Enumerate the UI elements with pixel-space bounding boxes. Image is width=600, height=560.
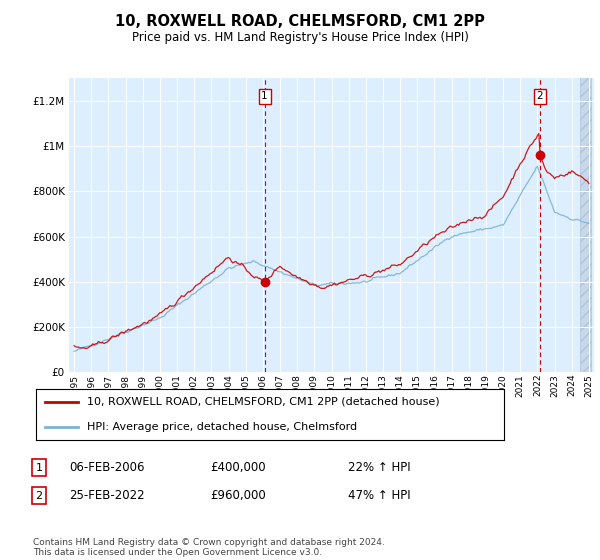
- Text: 47% ↑ HPI: 47% ↑ HPI: [348, 489, 410, 502]
- Text: 25-FEB-2022: 25-FEB-2022: [69, 489, 145, 502]
- Text: 2: 2: [35, 491, 43, 501]
- Text: 10, ROXWELL ROAD, CHELMSFORD, CM1 2PP: 10, ROXWELL ROAD, CHELMSFORD, CM1 2PP: [115, 14, 485, 29]
- Text: 06-FEB-2006: 06-FEB-2006: [69, 461, 145, 474]
- Text: 1: 1: [35, 463, 43, 473]
- Text: £400,000: £400,000: [210, 461, 266, 474]
- Text: 22% ↑ HPI: 22% ↑ HPI: [348, 461, 410, 474]
- Text: HPI: Average price, detached house, Chelmsford: HPI: Average price, detached house, Chel…: [88, 422, 358, 432]
- Text: 2: 2: [536, 91, 543, 101]
- Text: Price paid vs. HM Land Registry's House Price Index (HPI): Price paid vs. HM Land Registry's House …: [131, 31, 469, 44]
- Text: £960,000: £960,000: [210, 489, 266, 502]
- Text: Contains HM Land Registry data © Crown copyright and database right 2024.
This d: Contains HM Land Registry data © Crown c…: [33, 538, 385, 557]
- Text: 1: 1: [261, 91, 268, 101]
- Text: 10, ROXWELL ROAD, CHELMSFORD, CM1 2PP (detached house): 10, ROXWELL ROAD, CHELMSFORD, CM1 2PP (d…: [88, 397, 440, 407]
